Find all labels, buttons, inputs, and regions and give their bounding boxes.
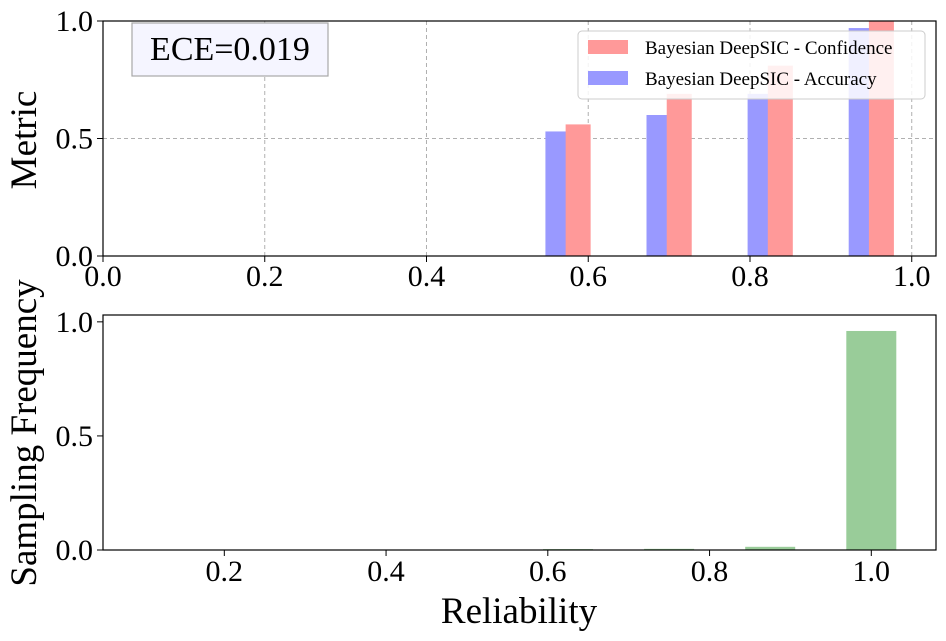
bottom-y-ticks: 0.0 0.5 1.0 <box>56 306 103 567</box>
top-y-tick-label: 0.0 <box>56 240 94 273</box>
top-grid <box>103 21 936 256</box>
legend: Bayesian DeepSIC - Confidence Bayesian D… <box>577 30 926 100</box>
top-bar-confidence <box>565 124 591 257</box>
top-y-tick-label: 0.5 <box>56 123 94 156</box>
top-panel: 0.0 0.2 0.4 0.6 0.8 1.0 0.0 0.5 1.0 Metric ECE=… <box>4 5 937 293</box>
top-bar-confidence <box>666 93 692 256</box>
bottom-x-tick-label: 1.0 <box>853 555 891 588</box>
top-y-tick-label: 1.0 <box>56 5 94 38</box>
bottom-y-axis-title: Sampling Frequency <box>4 279 45 587</box>
bottom-y-tick-label: 0.0 <box>56 534 94 567</box>
bottom-x-tick-label: 0.8 <box>691 555 729 588</box>
top-y-axis-title: Metric <box>4 91 45 190</box>
ece-label: ECE=0.019 <box>150 31 310 68</box>
top-x-tick-label: 0.4 <box>408 260 446 293</box>
top-x-tick-label: 1.0 <box>893 260 931 293</box>
legend-swatch-accuracy <box>588 71 628 85</box>
top-x-tick-label: 0.6 <box>569 260 607 293</box>
legend-label-confidence: Bayesian DeepSIC - Confidence <box>645 38 892 59</box>
bottom-x-axis-title: Reliability <box>441 591 598 632</box>
top-x-tick-label: 0.0 <box>84 260 122 293</box>
top-x-tick-label: 0.8 <box>731 260 769 293</box>
bottom-x-tick-label: 0.2 <box>206 555 244 588</box>
ece-box <box>131 22 329 77</box>
bottom-bar-frequency <box>745 546 796 550</box>
bottom-x-tick-label: 0.4 <box>367 555 405 588</box>
bottom-bars <box>543 330 897 550</box>
bottom-axes-frame <box>102 314 937 551</box>
bottom-y-tick-label: 0.5 <box>56 420 94 453</box>
bottom-x-tick-label: 0.6 <box>529 555 567 588</box>
top-x-tick-label: 0.2 <box>246 260 284 293</box>
bottom-panel: 0.2 0.4 0.6 0.8 1.0 0.0 0.5 1.0 Sampling Frequ… <box>4 279 937 632</box>
legend-swatch-confidence <box>588 40 628 54</box>
bottom-x-ticks: 0.2 0.4 0.6 0.8 1.0 <box>206 550 890 588</box>
legend-box <box>577 30 926 100</box>
ece-annotation: ECE=0.019 <box>131 22 329 77</box>
legend-label-accuracy: Bayesian DeepSIC - Accuracy <box>645 69 877 90</box>
bottom-y-tick-label: 1.0 <box>56 306 94 339</box>
top-x-ticks: 0.0 0.2 0.4 0.6 0.8 1.0 <box>84 256 930 293</box>
top-y-ticks: 0.0 0.5 1.0 <box>56 5 103 273</box>
bottom-bar-frequency <box>846 330 897 550</box>
bottom-plot-area <box>103 315 936 550</box>
